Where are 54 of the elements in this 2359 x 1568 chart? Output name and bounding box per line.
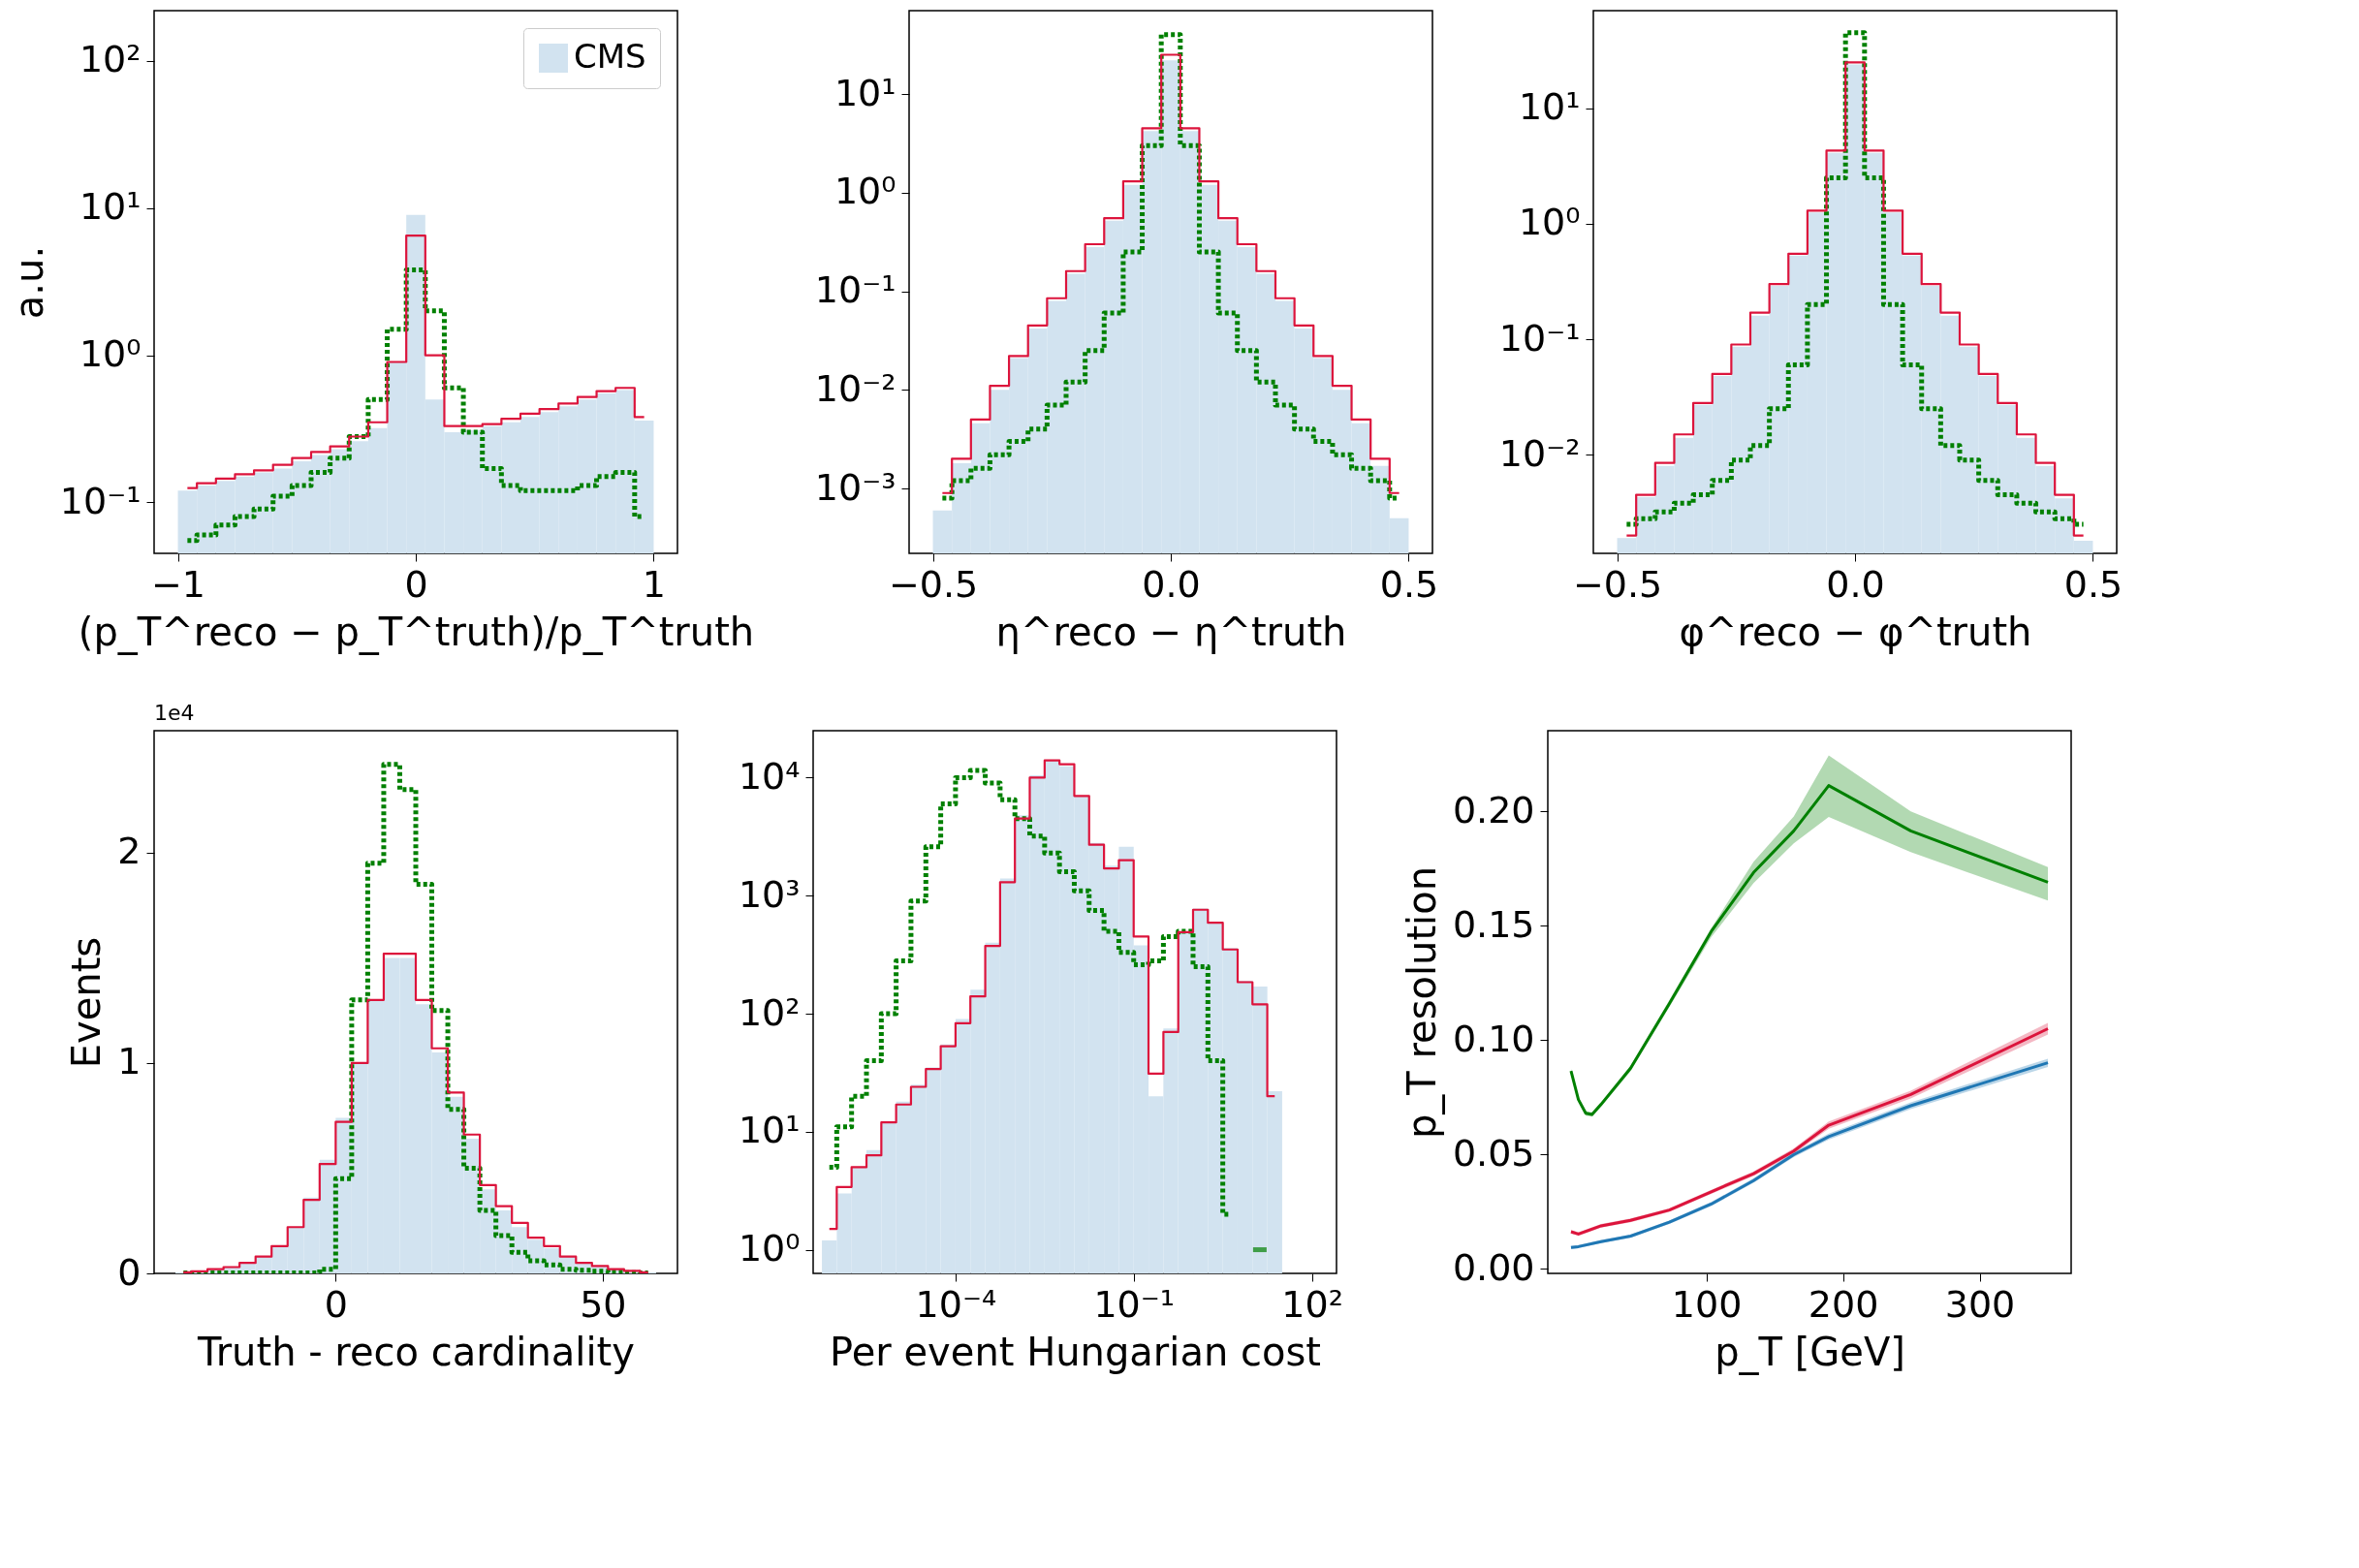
y-tick-label: 10³ xyxy=(738,872,801,916)
x-tick-label: 1 xyxy=(642,562,667,606)
x-tick-label: 10⁻¹ xyxy=(1093,1282,1176,1326)
y-tick-label: 0.00 xyxy=(1452,1245,1535,1289)
x-tick-label: 0.0 xyxy=(1826,562,1885,606)
x-axis-title: φ^reco − φ^truth xyxy=(1679,609,2032,654)
y-tick-label: 0.15 xyxy=(1452,902,1535,946)
x-tick-label: −0.5 xyxy=(888,562,979,606)
x-tick-label: 100 xyxy=(1671,1282,1743,1326)
y-tick-label: 10⁻¹ xyxy=(59,479,142,522)
y-tick-label: 10⁰ xyxy=(79,332,142,376)
x-axis-title: Truth - reco cardinality xyxy=(197,1329,635,1374)
x-tick-label: −0.5 xyxy=(1572,562,1663,606)
x-tick-label: −1 xyxy=(151,562,206,606)
y-tick-label: 0.10 xyxy=(1452,1017,1535,1060)
x-tick-label: 0.5 xyxy=(1379,562,1439,606)
y-tick-label: 10⁻¹ xyxy=(1498,316,1581,360)
y-axis-title: Events xyxy=(64,936,110,1069)
text: 1e4 xyxy=(154,701,195,725)
y-axis-title: p_T resolution xyxy=(1399,865,1445,1140)
x-tick-label: 0 xyxy=(404,562,428,606)
y-tick-label: 10² xyxy=(79,38,142,81)
y-tick-label: 10⁻² xyxy=(814,366,896,410)
x-tick-label: 300 xyxy=(1944,1282,2016,1326)
x-tick-label: 50 xyxy=(580,1282,627,1326)
y-tick-label: 10² xyxy=(738,990,801,1034)
x-axis-title: p_T [GeV] xyxy=(1714,1329,1905,1375)
y-tick-label: 10¹ xyxy=(834,71,896,114)
x-tick-label: 0.0 xyxy=(1142,562,1201,606)
legend-label: CMS xyxy=(574,37,646,76)
y-tick-label: 10⁻¹ xyxy=(814,268,896,312)
y-tick-label: 2 xyxy=(117,830,142,873)
x-tick-label: 0 xyxy=(324,1282,348,1326)
y-tick-label: 10⁰ xyxy=(834,170,896,213)
y-tick-label: 10⁰ xyxy=(1518,201,1581,244)
y-axis-title: a.u. xyxy=(6,245,51,320)
x-tick-label: 0.5 xyxy=(2063,562,2123,606)
y-tick-label: 10⁴ xyxy=(738,754,801,798)
y-tick-label: 0.05 xyxy=(1452,1131,1535,1175)
y-tick-label: 0.20 xyxy=(1452,788,1535,831)
y-tick-label: 10⁻³ xyxy=(814,465,896,509)
y-tick-label: 10¹ xyxy=(738,1109,801,1152)
y-tick-label: 10⁻² xyxy=(1498,431,1581,475)
x-tick-label: 10⁻⁴ xyxy=(915,1282,997,1326)
x-tick-label: 10² xyxy=(1281,1282,1343,1326)
x-axis-title: (p_T^reco − p_T^truth)/p_T^truth xyxy=(78,609,755,655)
y-tick-label: 10⁰ xyxy=(738,1227,801,1270)
y-tick-label: 10¹ xyxy=(79,185,142,229)
x-tick-label: 200 xyxy=(1808,1282,1879,1326)
y-tick-label: 0 xyxy=(117,1250,142,1294)
x-axis-title: η^reco − η^truth xyxy=(995,609,1347,654)
y-tick-label: 10¹ xyxy=(1518,85,1581,129)
y-tick-label: 1 xyxy=(117,1040,142,1083)
x-axis-title: Per event Hungarian cost xyxy=(830,1329,1321,1374)
